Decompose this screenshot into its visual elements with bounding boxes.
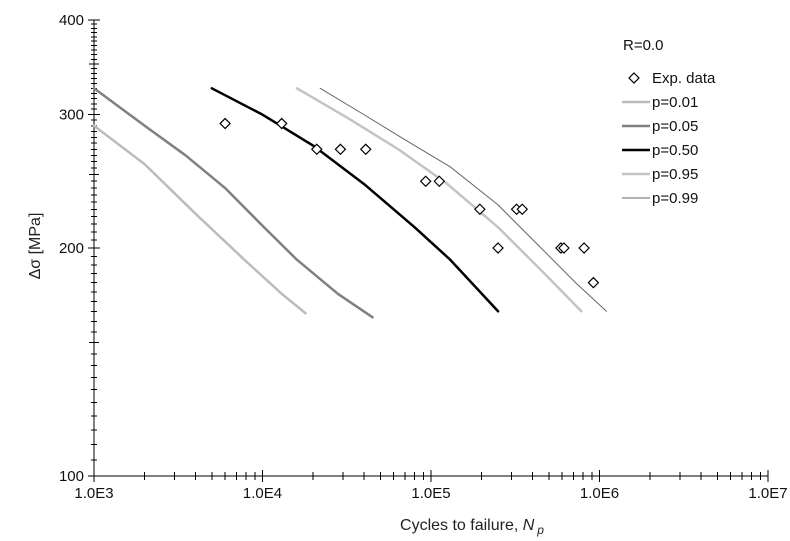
legend-title: R=0.0 (623, 37, 663, 54)
data-point (474, 203, 486, 216)
x-tick-label: 1.0E3 (74, 485, 113, 502)
data-point (275, 117, 288, 130)
x-axis-title-symbol: N (523, 517, 535, 534)
legend-item-exp-data-icon (628, 72, 640, 84)
data-point (419, 175, 432, 188)
legend-item-label: p=0.99 (652, 190, 698, 207)
legend-item-exp-data-label: Exp. data (652, 70, 716, 87)
y-axis-title: Δσ [MPa] (27, 213, 44, 280)
legend-item-label: p=0.95 (652, 166, 698, 183)
x-tick-label: 1.0E6 (580, 485, 619, 502)
data-point (578, 242, 590, 254)
x-axis-title-text: Cycles to failure, (400, 517, 523, 534)
data-point (492, 242, 504, 254)
data-point (516, 203, 529, 216)
data-point (359, 143, 372, 156)
x-axis-title-subscript: p (536, 523, 544, 537)
data-point (433, 175, 446, 188)
axis-layer: 1.0E3 1.0E4 1.0E5 1.0E6 1.0E7 100 200 300 400 (59, 12, 788, 502)
data-point (587, 276, 600, 289)
x-tick-label: 1.0E5 (411, 485, 450, 502)
series-line-p-0-95 (295, 87, 583, 313)
legend-item-label: p=0.05 (652, 118, 698, 135)
x-tick-label: 1.0E4 (243, 485, 282, 502)
data-point (558, 242, 570, 254)
series-line-p-0-50 (210, 87, 500, 313)
y-tick-label: 200 (59, 240, 84, 257)
data-point (334, 143, 347, 156)
series-layer (92, 87, 607, 319)
marker-layer (219, 117, 600, 289)
series-line-p-0-05 (92, 87, 374, 319)
x-tick-label: 1.0E7 (748, 485, 787, 502)
series-line-p-0-01 (92, 124, 307, 315)
legend-item-label: p=0.50 (652, 142, 698, 159)
legend: R=0.0 Exp. data p=0.01 p=0.05 p=0.50 p=0.95 p… (622, 37, 716, 207)
data-point (219, 117, 231, 130)
y-tick-label: 100 (59, 468, 84, 485)
series-line-p-0-99 (319, 87, 607, 312)
legend-item-label: p=0.01 (652, 94, 698, 111)
y-tick-label: 300 (59, 107, 84, 124)
data-point (310, 143, 323, 156)
y-tick-label: 400 (59, 12, 84, 29)
